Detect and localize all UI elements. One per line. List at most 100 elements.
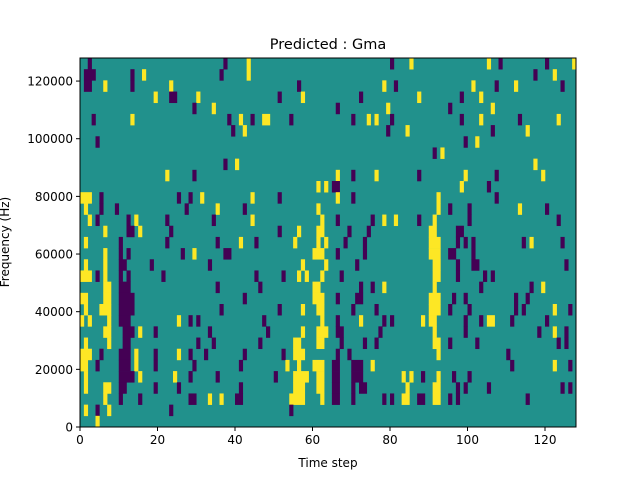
heatmap-cell-low — [343, 236, 348, 249]
heatmap-cell-low — [149, 259, 154, 271]
heatmap-cell-low — [258, 337, 263, 350]
heatmap-cell-low — [455, 259, 461, 271]
y-tick-label: 100000 — [27, 132, 73, 146]
heatmap-cell-high — [103, 382, 112, 394]
heatmap-cell-low — [118, 393, 123, 405]
heatmap-cell-low — [510, 315, 515, 327]
x-axis-label: Time step — [297, 456, 357, 470]
heatmap-cell-high — [103, 393, 108, 405]
heatmap-cell-low — [448, 393, 453, 405]
heatmap-cell-high — [486, 58, 492, 70]
heatmap-cell-high — [525, 125, 530, 137]
heatmap-cell-low — [467, 371, 472, 383]
heatmap-cell-low — [467, 214, 472, 227]
heatmap-cell-low — [118, 236, 123, 249]
heatmap-cell-low — [331, 393, 340, 405]
y-tick-label: 120000 — [27, 75, 73, 89]
heatmap-cell-high — [417, 91, 422, 104]
heatmap-cell-low — [347, 225, 352, 238]
heatmap-cell-low — [118, 248, 123, 260]
heatmap-cell-low — [184, 203, 189, 215]
heatmap-cell-low — [130, 80, 135, 92]
heatmap-cell-high — [83, 337, 89, 350]
heatmap-cell-low — [490, 125, 495, 137]
heatmap-cell-low — [176, 192, 182, 204]
heatmap-cell-low — [207, 326, 213, 338]
heatmap-cell-low — [448, 102, 453, 115]
heatmap-cell-low — [118, 382, 127, 394]
heatmap-cell-high — [293, 236, 298, 249]
heatmap-cell-low — [192, 102, 197, 115]
heatmap-cell-high — [320, 270, 325, 282]
heatmap-cell-low — [494, 80, 499, 92]
heatmap-cell-low — [494, 169, 499, 182]
heatmap-cell-high — [514, 80, 519, 92]
heatmap-cell-high — [211, 102, 216, 115]
heatmap-cell-low — [118, 270, 123, 282]
heatmap-cell-low — [188, 393, 197, 405]
heatmap-cell-low — [227, 113, 232, 126]
heatmap-cell-high — [428, 315, 437, 327]
heatmap-cell-low — [459, 113, 464, 126]
heatmap-cell-low — [483, 270, 488, 282]
heatmap-cell-high — [130, 113, 135, 126]
heatmap-cell-low — [277, 304, 282, 316]
heatmap-cell-low — [475, 337, 480, 350]
heatmap-cell-high — [533, 158, 538, 171]
heatmap-cell-high — [401, 393, 410, 405]
heatmap-cell-high — [405, 382, 410, 394]
heatmap-cell-low — [196, 337, 201, 350]
heatmap-cell-high — [432, 326, 437, 338]
heatmap-cell-high — [196, 91, 201, 104]
heatmap-cell-low — [254, 236, 259, 249]
heatmap-cell-high — [285, 359, 290, 372]
heatmap-cell-low — [448, 248, 457, 260]
heatmap-cell-high — [297, 225, 302, 238]
heatmap-cell-high — [103, 281, 112, 294]
heatmap-cell-low — [351, 169, 356, 182]
heatmap-cell-low — [355, 292, 364, 305]
heatmap-cell-low — [215, 371, 220, 383]
heatmap-cell-high — [556, 113, 561, 126]
heatmap-cell-low — [254, 270, 259, 282]
heatmap-cell-high — [316, 181, 321, 193]
heatmap-cell-low — [277, 192, 282, 204]
heatmap-cell-high — [572, 58, 577, 70]
heatmap-cell-low — [188, 371, 193, 383]
heatmap-cell-high — [316, 382, 325, 394]
heatmap-cell-high — [138, 225, 143, 238]
heatmap-cell-low — [83, 80, 92, 92]
heatmap-cell-low — [126, 248, 131, 260]
heatmap-cell-high — [83, 259, 89, 271]
heatmap-cell-high — [366, 113, 371, 126]
heatmap-cell-low — [169, 91, 178, 104]
heatmap-cell-high — [107, 337, 112, 350]
heatmap-cell-low — [165, 214, 170, 227]
y-tick-label: 20000 — [35, 363, 73, 377]
heatmap-cell-high — [432, 214, 437, 227]
heatmap-cell-high — [359, 315, 364, 327]
heatmap-cell-low — [467, 304, 472, 316]
heatmap-cell-low — [471, 236, 476, 249]
heatmap-cell-high — [80, 192, 92, 204]
heatmap-cell-low — [374, 337, 379, 350]
heatmap-cell-high — [335, 169, 340, 182]
heatmap-cell-low — [262, 315, 267, 327]
heatmap-cell-low — [463, 315, 468, 327]
heatmap-cell-low — [568, 304, 573, 316]
heatmap-cell-high — [490, 102, 495, 115]
heatmap-cell-low — [545, 58, 550, 70]
heatmap-cell-low — [126, 225, 135, 238]
heatmap-cell-low — [351, 359, 364, 372]
heatmap-cell-high — [107, 315, 112, 327]
y-tick-label: 60000 — [35, 248, 73, 262]
heatmap-cell-low — [207, 259, 213, 271]
heatmap-cell-low — [486, 382, 492, 394]
heatmap-cell-low — [448, 203, 453, 215]
heatmap-cell-high — [300, 91, 306, 104]
heatmap-cell-high — [463, 169, 468, 182]
heatmap-cell-low — [335, 292, 340, 305]
heatmap-cell-low — [494, 192, 499, 204]
heatmap-cell-low — [331, 382, 340, 394]
heatmap-cell-high — [103, 292, 112, 305]
